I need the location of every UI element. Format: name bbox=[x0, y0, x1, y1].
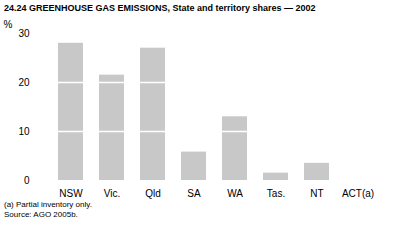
svg-text:WA: WA bbox=[227, 188, 243, 199]
svg-text:0: 0 bbox=[24, 175, 30, 186]
html-text:24.24 GREENHOUSE GAS EMISSIONS: 24.24 GREENHOUSE GAS EMISSIONS, State an… bbox=[4, 3, 316, 13]
svg-text:20: 20 bbox=[18, 77, 30, 88]
svg-text:%: % bbox=[4, 19, 13, 30]
svg-text:Tas.: Tas. bbox=[267, 188, 285, 199]
svg-text:30: 30 bbox=[18, 28, 30, 39]
svg-text:NSW: NSW bbox=[59, 188, 83, 199]
svg-text:NT: NT bbox=[310, 188, 323, 199]
svg-text:10: 10 bbox=[18, 126, 30, 137]
svg-text:Qld: Qld bbox=[145, 188, 161, 199]
svg-text:ACT(a): ACT(a) bbox=[342, 188, 374, 199]
svg-text:Vic.: Vic. bbox=[104, 188, 121, 199]
html-text:(a) Partial inventory only.: (a) Partial inventory only. bbox=[4, 200, 92, 209]
svg-text:SA: SA bbox=[187, 188, 201, 199]
html-text:Source: AGO 2005b.: Source: AGO 2005b. bbox=[4, 210, 78, 219]
